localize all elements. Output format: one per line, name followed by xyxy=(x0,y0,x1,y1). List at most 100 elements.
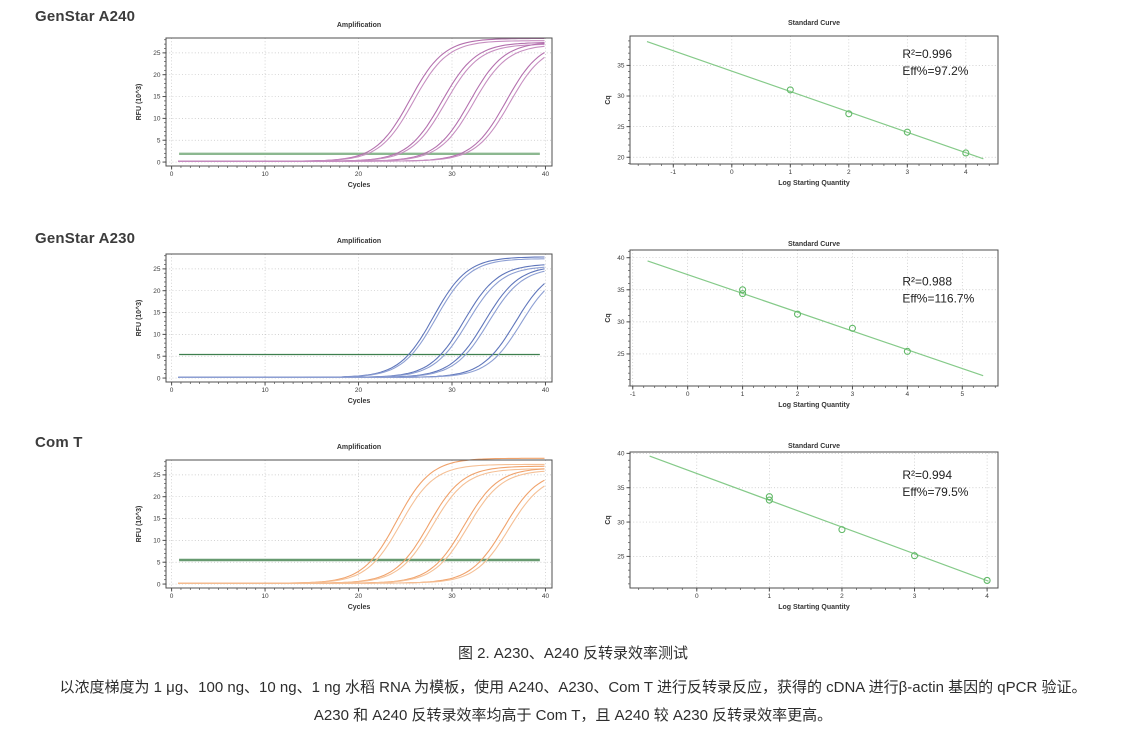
svg-text:20: 20 xyxy=(355,593,363,600)
svg-text:5: 5 xyxy=(157,559,161,566)
svg-text:10: 10 xyxy=(153,332,161,339)
svg-text:Amplification: Amplification xyxy=(337,22,381,29)
standard-curve-chart-a230: -1 0 1 2 3 4 5 25 30 35 40 Standard Curve Log Starti… xyxy=(605,241,999,409)
svg-text:3: 3 xyxy=(851,391,855,398)
svg-text:Eff%=97.2%: Eff%=97.2% xyxy=(902,64,968,78)
svg-text:15: 15 xyxy=(153,310,161,317)
svg-text:0: 0 xyxy=(170,387,174,394)
svg-text:5: 5 xyxy=(157,353,161,360)
svg-text:10: 10 xyxy=(153,538,161,545)
svg-text:4: 4 xyxy=(906,391,910,398)
svg-text:1: 1 xyxy=(788,169,792,176)
svg-text:Standard Curve: Standard Curve xyxy=(788,241,840,248)
svg-text:Cycles: Cycles xyxy=(348,604,371,611)
svg-text:0: 0 xyxy=(157,159,161,166)
figure-caption-line2: A230 和 A240 反转录效率均高于 Com T，且 A240 较 A230… xyxy=(313,707,833,724)
svg-text:0: 0 xyxy=(686,391,690,398)
svg-text:25: 25 xyxy=(153,266,161,273)
svg-text:30: 30 xyxy=(617,319,625,326)
svg-text:Amplification: Amplification xyxy=(337,444,381,451)
svg-text:40: 40 xyxy=(542,593,550,600)
svg-text:25: 25 xyxy=(153,50,161,57)
svg-text:Cq: Cq xyxy=(605,95,612,104)
svg-text:35: 35 xyxy=(617,287,625,294)
svg-text:20: 20 xyxy=(355,171,363,178)
svg-text:40: 40 xyxy=(542,387,550,394)
svg-text:Log Starting Quantity: Log Starting Quantity xyxy=(778,402,850,409)
svg-text:Cycles: Cycles xyxy=(348,182,371,189)
svg-text:25: 25 xyxy=(617,124,625,131)
svg-text:10: 10 xyxy=(153,116,161,123)
svg-text:1: 1 xyxy=(741,391,745,398)
standard-curve-chart-com-t: 0 1 2 3 4 25 30 35 40 Standard Curve Log Starting … xyxy=(605,443,999,611)
svg-text:5: 5 xyxy=(157,137,161,144)
row-label-a230: GenStar A230 xyxy=(35,230,136,247)
svg-text:25: 25 xyxy=(617,554,625,561)
svg-text:3: 3 xyxy=(913,593,917,600)
svg-text:20: 20 xyxy=(153,288,161,295)
svg-text:R²=0.996: R²=0.996 xyxy=(902,47,952,61)
svg-text:0: 0 xyxy=(170,593,174,600)
svg-text:2: 2 xyxy=(796,391,800,398)
svg-text:Cq: Cq xyxy=(605,313,612,322)
svg-text:30: 30 xyxy=(448,387,456,394)
svg-text:2: 2 xyxy=(847,169,851,176)
svg-text:10: 10 xyxy=(261,387,269,394)
svg-text:-1: -1 xyxy=(670,169,676,176)
svg-text:25: 25 xyxy=(617,351,625,358)
svg-text:RFU (10^3): RFU (10^3) xyxy=(135,84,143,121)
svg-text:0: 0 xyxy=(695,593,699,600)
svg-text:35: 35 xyxy=(617,63,625,70)
svg-text:40: 40 xyxy=(617,255,625,262)
svg-text:-1: -1 xyxy=(630,391,636,398)
svg-text:40: 40 xyxy=(617,451,625,458)
amplification-chart-com-t: 0 10 20 30 40 0 5 10 15 20 25 Amplification Cycles RF… xyxy=(135,444,553,611)
svg-text:0: 0 xyxy=(157,375,161,382)
svg-text:25: 25 xyxy=(153,472,161,479)
svg-text:0: 0 xyxy=(730,169,734,176)
svg-text:10: 10 xyxy=(261,593,269,600)
svg-text:20: 20 xyxy=(153,494,161,501)
svg-text:10: 10 xyxy=(261,171,269,178)
svg-text:Standard Curve: Standard Curve xyxy=(788,443,840,450)
svg-text:35: 35 xyxy=(617,485,625,492)
svg-text:1: 1 xyxy=(768,593,772,600)
svg-text:3: 3 xyxy=(906,169,910,176)
svg-text:15: 15 xyxy=(153,516,161,523)
svg-text:4: 4 xyxy=(985,593,989,600)
svg-text:40: 40 xyxy=(542,171,550,178)
svg-text:Standard Curve: Standard Curve xyxy=(788,20,840,27)
svg-text:20: 20 xyxy=(617,154,625,161)
amplification-chart-a230: 0 10 20 30 40 0 5 10 15 20 25 Amplification Cycles RF… xyxy=(135,238,553,405)
svg-text:15: 15 xyxy=(153,94,161,101)
svg-text:Amplification: Amplification xyxy=(337,238,381,245)
svg-text:RFU (10^3): RFU (10^3) xyxy=(135,300,143,337)
amplification-chart-a240: 0 10 20 30 40 0 5 10 15 20 25 Amplification Cycles RF… xyxy=(135,22,553,189)
svg-text:Log Starting Quantity: Log Starting Quantity xyxy=(778,180,850,187)
row-label-com-t: Com T xyxy=(35,434,83,451)
svg-text:30: 30 xyxy=(448,171,456,178)
figure-caption-title: 图 2. A230、A240 反转录效率测试 xyxy=(457,645,689,662)
svg-text:R²=0.994: R²=0.994 xyxy=(902,468,952,482)
svg-text:20: 20 xyxy=(153,72,161,79)
svg-text:R²=0.988: R²=0.988 xyxy=(902,274,952,288)
svg-text:20: 20 xyxy=(355,387,363,394)
svg-text:30: 30 xyxy=(448,593,456,600)
svg-text:Cycles: Cycles xyxy=(348,398,371,405)
svg-text:4: 4 xyxy=(964,169,968,176)
svg-text:0: 0 xyxy=(170,171,174,178)
svg-text:Log Starting Quantity: Log Starting Quantity xyxy=(778,604,850,611)
figure-caption-line1: 以浓度梯度为 1 μg、100 ng、10 ng、1 ng 水稻 RNA 为模板… xyxy=(59,679,1087,696)
svg-text:30: 30 xyxy=(617,93,625,100)
svg-text:5: 5 xyxy=(960,391,964,398)
svg-text:Eff%=79.5%: Eff%=79.5% xyxy=(902,485,968,499)
svg-text:30: 30 xyxy=(617,519,625,526)
svg-text:RFU (10^3): RFU (10^3) xyxy=(135,506,143,543)
svg-text:0: 0 xyxy=(157,581,161,588)
row-label-a240: GenStar A240 xyxy=(35,8,136,25)
svg-text:Cq: Cq xyxy=(605,515,612,524)
standard-curve-chart-a240: -1 0 1 2 3 4 20 25 30 35 Standard Curve Log Startin… xyxy=(605,20,999,187)
svg-text:Eff%=116.7%: Eff%=116.7% xyxy=(902,291,974,305)
svg-text:2: 2 xyxy=(840,593,844,600)
